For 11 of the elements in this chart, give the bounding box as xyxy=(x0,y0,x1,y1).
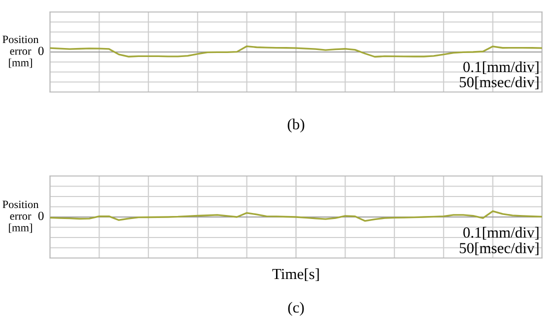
y-axis-title: Position error [mm] xyxy=(2,200,39,233)
text: 0.1[mm/div] xyxy=(463,226,538,240)
text: (c) xyxy=(288,302,304,316)
text: 50[msec/div] xyxy=(460,76,538,90)
text: 0 xyxy=(38,46,44,56)
y-axis-title: Position error [mm] xyxy=(2,36,39,68)
text: (b) xyxy=(288,118,304,133)
text: 50[msec/div] xyxy=(460,242,538,256)
text: 0 xyxy=(38,212,44,220)
text: 0.1[mm/div] xyxy=(463,61,538,74)
x-axis-title: Time[s] xyxy=(272,268,319,282)
